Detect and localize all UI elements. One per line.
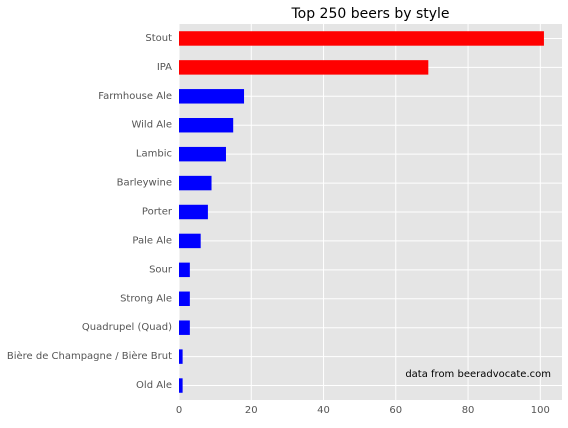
x-tick-labels: 0 20 40 60 80 100 [176,405,550,416]
bar-quadrupel-quad [179,320,190,335]
x-tick-label: 100 [531,405,550,416]
bar-pale-ale [179,233,201,249]
y-tick-label: Farmhouse Ale [98,91,172,102]
bar-porter [179,204,208,220]
y-tick-labels: Stout IPA Farmhouse Ale Wild Ale Lambic Barle… [7,33,173,391]
x-tick-label: 0 [176,405,182,416]
bar-ipa [179,60,429,75]
y-tick-label: Sour [149,264,173,275]
bar-sour [179,262,190,278]
y-tick-label: Bière de Champagne / Bière Brut [7,350,172,362]
y-tick-label: Barleywine [117,178,172,189]
bar-bi-re-de-champagne-bi-re-brut [179,349,183,364]
bar-lambic [179,146,226,162]
y-tick-label: Lambic [136,149,172,160]
source-annotation: data from beeradvocate.com [405,369,551,380]
y-tick-label: Stout [145,33,172,44]
x-tick-label: 20 [245,405,258,416]
bar-wild-ale [179,118,234,133]
y-tick-label: IPA [157,62,172,73]
y-tick-label: Pale Ale [132,235,172,246]
bar-stout [179,31,544,46]
bar-old-ale [179,378,183,393]
x-tick-label: 40 [317,405,330,416]
y-tick-label: Quadrupel (Quad) [82,322,172,333]
bar-barleywine [179,175,212,191]
y-tick-label: Wild Ale [131,120,172,131]
bar-strong-ale [179,291,190,306]
bars [179,31,544,393]
x-tick-label: 60 [389,405,402,416]
y-tick-label: Old Ale [136,380,172,391]
y-tick-label: Strong Ale [120,293,172,304]
x-tick-label: 80 [462,405,475,416]
bar-farmhouse-ale [179,89,245,104]
y-tick-label: Porter [142,207,173,218]
chart-title: Top 250 beers by style [290,6,449,22]
